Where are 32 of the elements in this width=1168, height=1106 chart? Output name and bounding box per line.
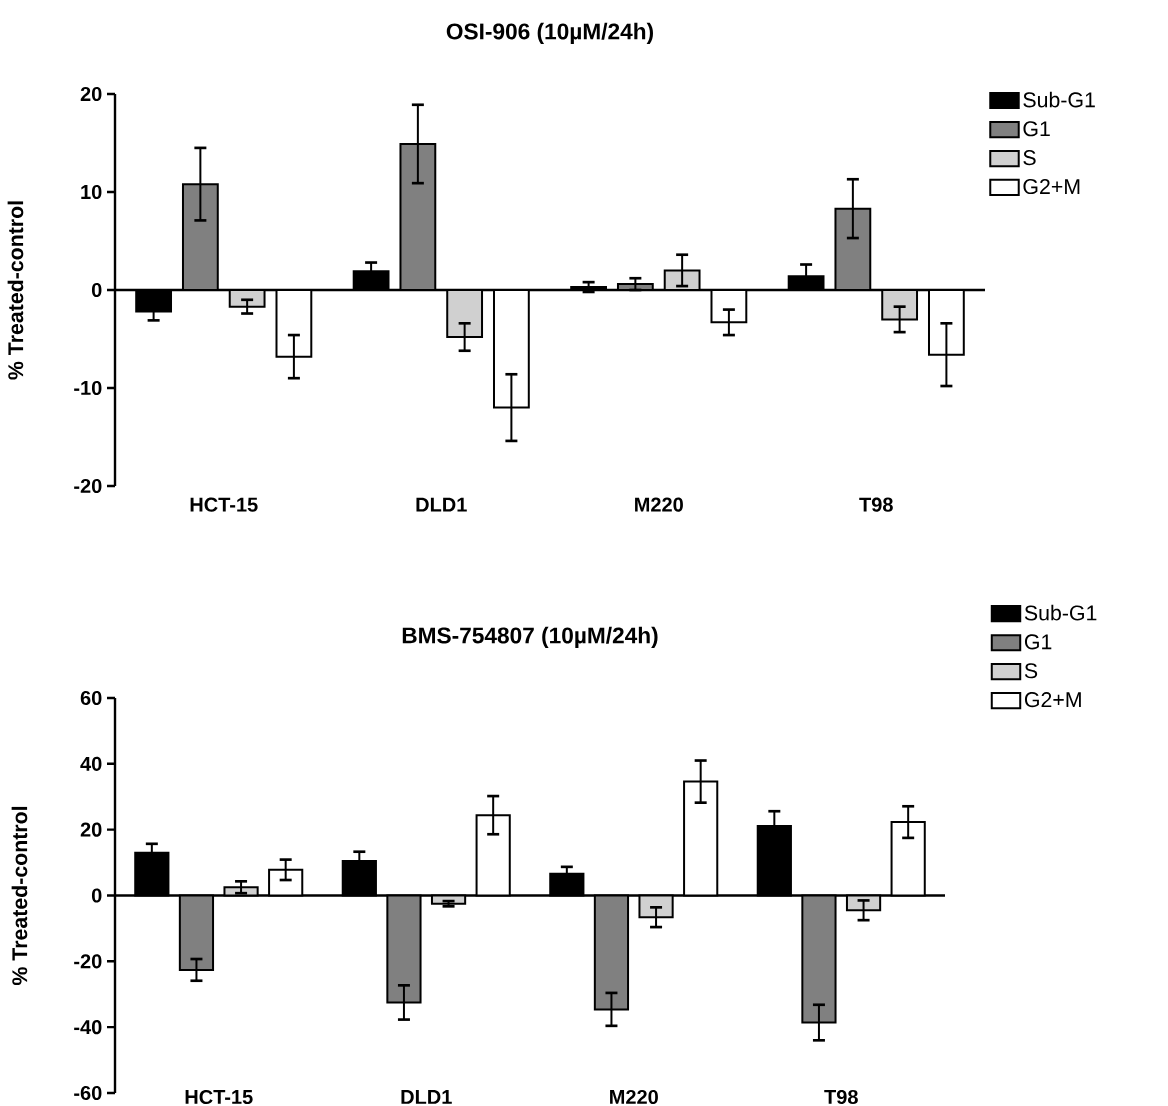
x-tick-label: T98	[859, 497, 893, 512]
legend-label: G2+M	[1023, 179, 1080, 195]
x-tick-label: T98	[824, 1089, 858, 1105]
x-tick-label: DLD1	[416, 497, 467, 512]
legend-label: S	[1024, 663, 1038, 679]
legend-label: Sub-G1	[1023, 91, 1095, 108]
x-tick-label: HCT-15	[190, 497, 258, 512]
y-tick-label: 0	[91, 282, 102, 298]
y-tick-label: -10	[74, 380, 102, 396]
legend-label: G2+M	[1024, 692, 1081, 708]
legend-label: S	[1023, 150, 1036, 166]
y-tick-label: 40	[80, 756, 102, 771]
y-tick-label: -20	[74, 478, 102, 494]
y-tick-label: 10	[81, 184, 102, 200]
y-tick-label: 60	[80, 690, 102, 706]
x-tick-label: HCT-15	[185, 1089, 253, 1105]
x-tick-label: DLD1	[401, 1090, 452, 1104]
x-tick-label: M220	[635, 497, 683, 512]
chart-title: BMS-754807 (10µM/24h)	[402, 626, 658, 648]
legend-label: G1	[1024, 634, 1052, 650]
y-axis-title: % Treated-control	[7, 201, 24, 380]
y-tick-label: 20	[80, 86, 102, 102]
y-axis-title: % Treated-control	[11, 806, 28, 986]
legend-label: G1	[1023, 121, 1050, 137]
chart-title: OSI-906 (10µM/24h)	[446, 22, 653, 44]
x-tick-label: M220	[610, 1089, 658, 1105]
y-tick-label: -60	[74, 1085, 102, 1101]
y-tick-label: -20	[74, 954, 102, 969]
legend-label: Sub-G1	[1024, 604, 1097, 621]
y-tick-label: 0	[91, 888, 102, 903]
y-tick-label: -40	[74, 1020, 102, 1035]
y-tick-label: 20	[80, 822, 102, 837]
